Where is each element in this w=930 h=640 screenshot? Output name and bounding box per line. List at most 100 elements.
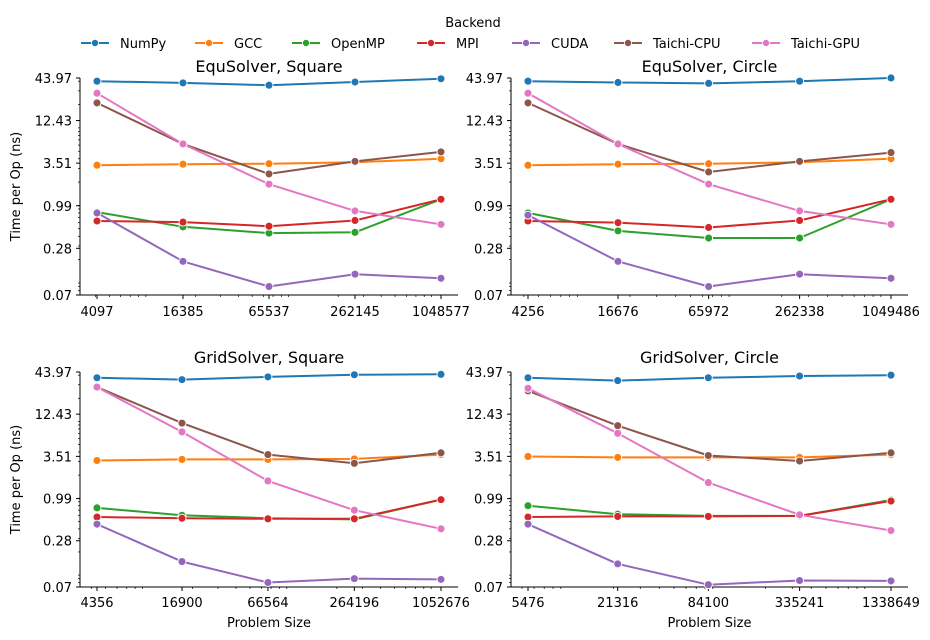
- y-axis-label: Time per Op (ns): [9, 132, 24, 242]
- x-tick-label: 262145: [330, 305, 380, 320]
- series-cuda: [92, 208, 446, 291]
- data-point: [523, 383, 533, 393]
- data-point: [703, 511, 713, 521]
- x-tick-label: 4097: [80, 305, 113, 320]
- x-tick-label: 5476: [511, 596, 544, 611]
- data-point: [178, 78, 188, 88]
- chart-panel-gridsolver-square: GridSolver, Square 0.07 0.28 0.99 3.51 12.43 4…: [9, 348, 470, 631]
- legend-label: MPI: [456, 37, 479, 52]
- data-point: [350, 269, 360, 279]
- y-tick-label: 0.28: [43, 242, 72, 257]
- data-point: [886, 219, 896, 229]
- data-point: [704, 223, 714, 232]
- legend-title: Backend: [445, 16, 501, 31]
- y-tick-label: 3.51: [474, 450, 503, 465]
- x-tick-label: 262338: [775, 305, 825, 320]
- y-tick-label: 43.97: [35, 72, 72, 87]
- legend-label: Taichi-GPU: [790, 37, 860, 52]
- data-point: [613, 376, 623, 386]
- legend-label: Taichi-CPU: [652, 37, 721, 52]
- data-point: [613, 218, 623, 228]
- legend-swatch-marker: [301, 39, 310, 48]
- data-point: [264, 221, 274, 231]
- data-point: [523, 519, 533, 529]
- series-mpi: [523, 194, 896, 232]
- x-axis-label: Problem Size: [668, 616, 752, 631]
- data-point: [704, 282, 714, 291]
- data-point: [704, 159, 714, 169]
- legend: Backend NumPy GCC OpenMP MPI CUDA Taichi-CPU T…: [81, 16, 860, 52]
- legend-label: CUDA: [551, 37, 588, 52]
- series-numpy: [523, 370, 896, 386]
- data-point: [795, 269, 805, 279]
- data-point: [178, 217, 188, 227]
- y-tick-label: 0.28: [474, 535, 503, 550]
- data-point: [886, 496, 896, 506]
- series-taichi-cpu: [523, 386, 896, 466]
- data-point: [436, 574, 446, 584]
- series-cuda: [523, 519, 896, 590]
- data-point: [349, 458, 359, 468]
- chart-panel-equsolver-circle: EquSolver, Circle 0.07 0.28 0.99 3.51 12.43 43…: [466, 57, 920, 320]
- data-point: [795, 510, 805, 520]
- data-point: [177, 513, 187, 523]
- data-point: [92, 216, 102, 226]
- data-point: [349, 505, 359, 515]
- y-tick-label: 0.07: [474, 581, 503, 596]
- data-point: [436, 273, 446, 283]
- data-point: [264, 159, 274, 169]
- data-point: [263, 372, 273, 382]
- series-line: [527, 198, 892, 239]
- series-mpi: [523, 496, 896, 522]
- data-point: [795, 216, 805, 225]
- data-point: [703, 451, 713, 460]
- y-axis-label: Time per Op (ns): [9, 425, 24, 535]
- legend-swatch-marker: [426, 39, 435, 48]
- data-point: [703, 478, 713, 488]
- data-point: [92, 208, 102, 218]
- legend-swatch-marker: [624, 39, 633, 48]
- chart-panels: EquSolver, Square 0.07 0.28 0.99 3.51 12.43 43…: [9, 57, 920, 631]
- y-tick-label: 12.43: [35, 115, 72, 130]
- legend-item-mpi: MPI: [417, 37, 479, 52]
- series-cuda: [92, 519, 446, 587]
- x-tick-label: 16676: [597, 305, 638, 320]
- data-point: [613, 139, 623, 149]
- data-point: [349, 514, 359, 524]
- y-tick-label: 0.99: [43, 493, 72, 508]
- data-point: [523, 88, 533, 98]
- data-point: [92, 382, 102, 392]
- data-point: [349, 370, 359, 380]
- data-point: [264, 179, 274, 189]
- data-point: [263, 450, 273, 460]
- data-point: [92, 373, 102, 383]
- series-line: [96, 92, 442, 226]
- data-point: [350, 206, 360, 216]
- legend-swatch-marker: [762, 39, 771, 48]
- data-point: [523, 160, 533, 170]
- data-point: [886, 194, 896, 204]
- series-mpi: [92, 194, 446, 231]
- data-point: [886, 273, 896, 283]
- series-taichi-gpu: [523, 88, 896, 229]
- x-tick-label: 4356: [80, 596, 113, 611]
- data-point: [613, 421, 623, 431]
- legend-label: GCC: [234, 37, 262, 52]
- data-point: [795, 456, 805, 466]
- data-point: [350, 216, 360, 225]
- legend-swatch-marker: [204, 39, 213, 48]
- data-point: [886, 576, 896, 586]
- data-point: [264, 169, 274, 179]
- data-point: [349, 574, 359, 584]
- data-point: [795, 371, 805, 381]
- data-point: [436, 369, 446, 379]
- panel-title: GridSolver, Square: [194, 348, 344, 367]
- series-line: [96, 523, 442, 584]
- data-point: [613, 559, 623, 569]
- y-tick-label: 0.07: [43, 581, 72, 596]
- legend-swatch-marker: [522, 39, 531, 48]
- data-point: [523, 373, 533, 383]
- data-point: [436, 147, 446, 157]
- x-tick-label: 1052676: [412, 596, 470, 611]
